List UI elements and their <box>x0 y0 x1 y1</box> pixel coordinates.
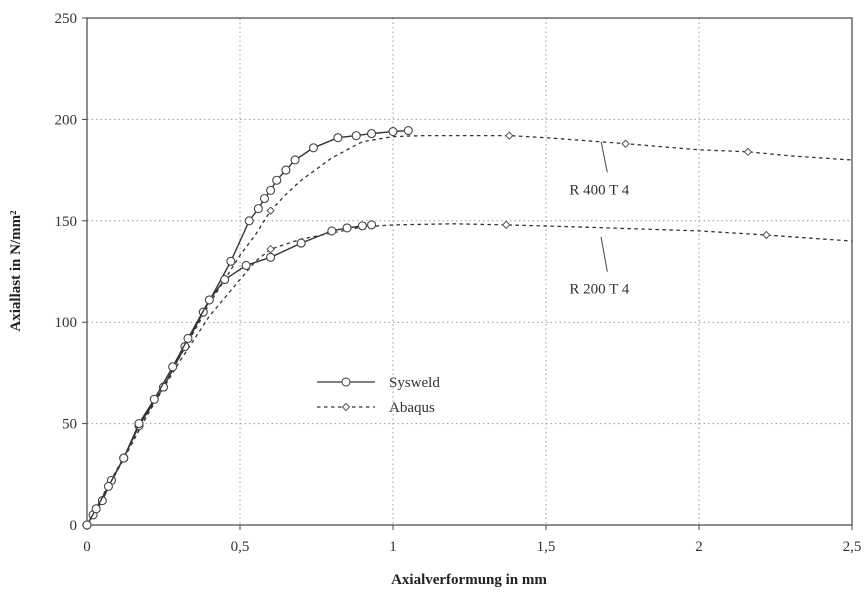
data-point <box>743 147 753 157</box>
data-point <box>266 206 275 215</box>
annotation-r-400-t-4: R 400 T 4 <box>569 141 630 198</box>
data-point <box>259 193 270 204</box>
data-point <box>388 127 398 137</box>
y-tick-label: 250 <box>55 11 78 27</box>
data-point <box>82 520 92 530</box>
x-tick-label: 0,5 <box>231 539 250 555</box>
data-point <box>281 165 291 175</box>
data-point <box>266 252 276 262</box>
annotations: R 400 T 4 R 200 T 4 <box>569 141 630 298</box>
data-point <box>290 155 300 165</box>
data-point <box>149 394 159 404</box>
series-line <box>86 129 409 526</box>
annotation-label: R 200 T 4 <box>569 282 629 298</box>
legend-item-abaqus: Abaqus <box>317 400 435 416</box>
data-point <box>505 131 514 140</box>
legend-item-sysweld: Sysweld <box>317 375 440 391</box>
y-tick-label: 150 <box>55 214 78 230</box>
data-point <box>244 216 254 226</box>
data-point <box>183 333 193 343</box>
data-point <box>621 139 630 148</box>
data-point <box>502 220 511 230</box>
data-point <box>327 226 337 236</box>
series-r-400-t-4-abaqus <box>82 131 853 530</box>
data-point <box>367 220 377 230</box>
data-point <box>351 131 361 141</box>
x-tick-label: 2,5 <box>843 539 862 555</box>
data-point <box>204 295 214 305</box>
series-r-200-t-4-abaqus <box>82 220 853 530</box>
data-point <box>241 260 251 270</box>
data-point <box>272 175 282 185</box>
series-line <box>86 223 853 526</box>
data-point <box>134 419 144 429</box>
data-point <box>367 129 377 139</box>
annotation-r-200-t-4: R 200 T 4 <box>569 236 630 298</box>
legend: Sysweld Abaqus <box>317 375 440 416</box>
data-point <box>357 221 367 231</box>
plot-frame <box>86 17 853 526</box>
legend-label: Sysweld <box>389 375 440 391</box>
data-point <box>403 126 413 136</box>
annotation-leader <box>600 141 608 173</box>
y-tick-label: 0 <box>70 518 78 534</box>
data-point <box>308 143 318 153</box>
x-tick-label: 1,5 <box>537 539 556 555</box>
grid <box>87 18 852 525</box>
data-point <box>341 402 351 412</box>
data-point <box>220 275 230 285</box>
x-tick-label: 2 <box>695 539 703 555</box>
y-axis-label: Axiallast in N/mm² <box>8 210 24 332</box>
series-line <box>86 134 853 526</box>
series-r-200-t-4-sysweld <box>82 220 377 530</box>
y-tick-label: 50 <box>62 417 77 433</box>
legend-label: Abaqus <box>389 400 435 416</box>
data-point <box>762 230 771 240</box>
data-point <box>119 453 129 463</box>
data-point <box>342 223 352 233</box>
series-r-400-t-4-sysweld <box>82 126 413 530</box>
annotation-leader <box>600 236 608 272</box>
y-tick-label: 100 <box>55 315 78 331</box>
data-point <box>253 204 263 214</box>
series-line <box>86 224 372 526</box>
axis-ticks: 0 0,5 1 1,5 2 2,5 0 50 100 150 200 250 <box>55 11 862 555</box>
x-tick-label: 1 <box>389 539 397 555</box>
data-point <box>266 244 275 254</box>
data-point <box>333 133 343 143</box>
data-point <box>296 238 306 248</box>
x-tick-label: 0 <box>83 539 91 555</box>
data-point <box>168 362 178 372</box>
annotation-label: R 400 T 4 <box>569 182 629 198</box>
x-axis-label: Axialverformung in mm <box>391 572 547 588</box>
data-point <box>266 185 276 195</box>
y-tick-label: 200 <box>55 112 78 128</box>
data-point <box>91 504 101 514</box>
series-layer <box>82 126 853 530</box>
data-point <box>103 481 113 492</box>
data-point <box>341 377 351 387</box>
data-point <box>226 256 236 266</box>
